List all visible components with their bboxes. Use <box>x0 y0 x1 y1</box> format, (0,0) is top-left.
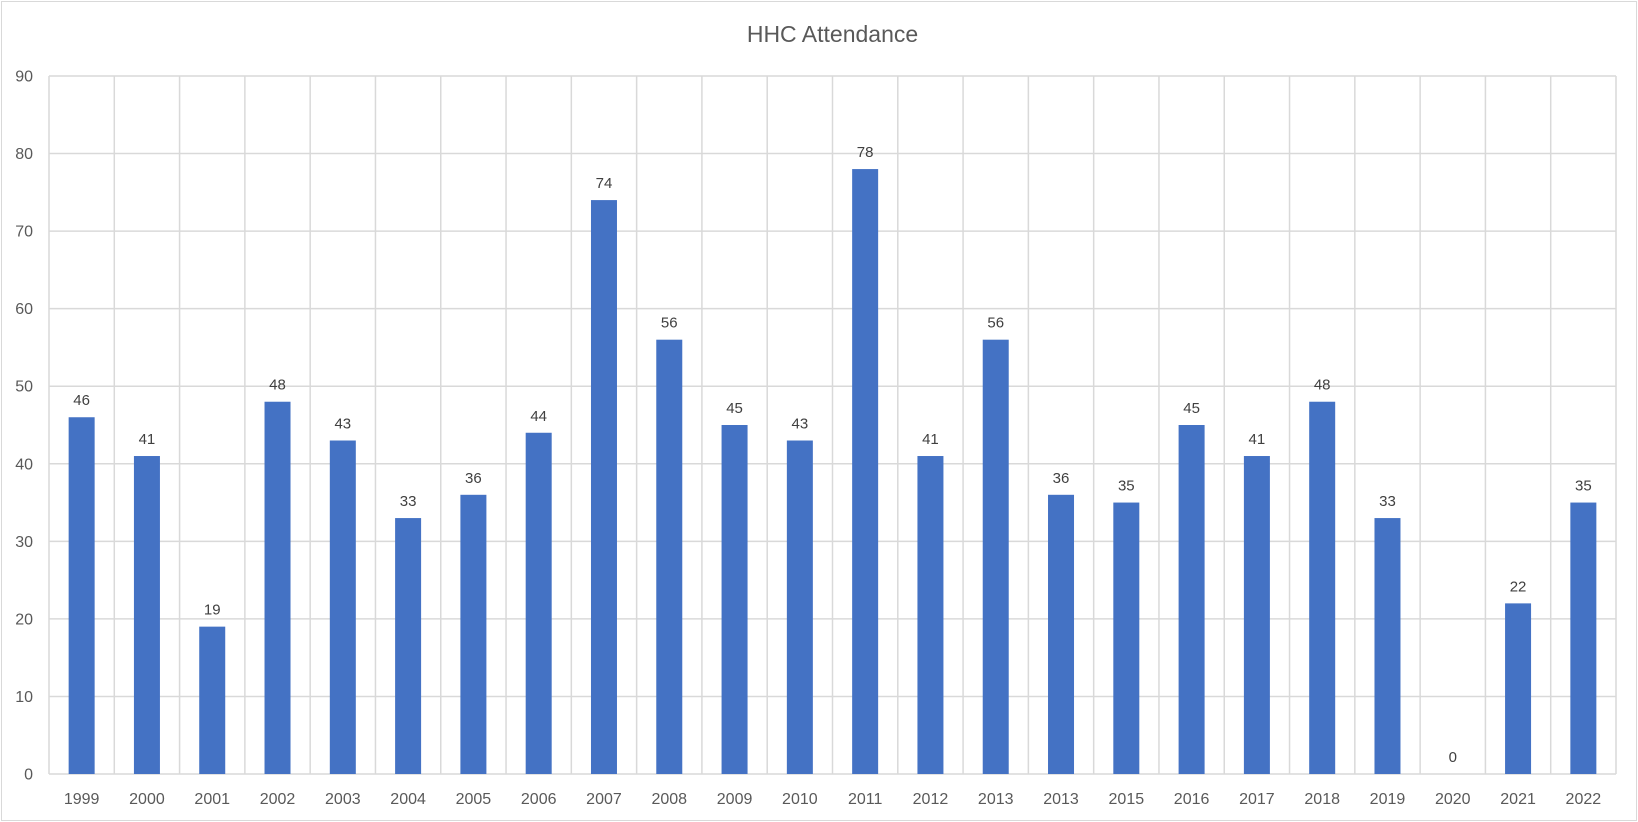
data-label: 74 <box>596 175 613 192</box>
y-tick-label: 70 <box>15 224 33 241</box>
bar-2010 <box>786 440 813 774</box>
data-label: 41 <box>139 431 156 448</box>
bar-2005 <box>460 494 487 774</box>
x-tick-label: 1999 <box>64 791 100 808</box>
x-tick-label: 2001 <box>194 791 230 808</box>
y-tick-label: 10 <box>15 689 33 706</box>
bar-2013 <box>982 339 1009 774</box>
bar-2013 <box>1048 494 1075 774</box>
bar-1999 <box>68 417 95 774</box>
data-label: 36 <box>1053 470 1070 487</box>
data-label: 41 <box>1249 431 1266 448</box>
bar-2002 <box>264 401 291 774</box>
x-tick-label: 2006 <box>521 791 557 808</box>
bar-2001 <box>199 626 226 774</box>
y-tick-label: 60 <box>15 301 33 318</box>
x-tick-label: 2020 <box>1435 791 1471 808</box>
bar-2012 <box>917 456 944 774</box>
y-tick-label: 30 <box>15 534 33 551</box>
data-label: 45 <box>1183 400 1200 417</box>
data-label: 33 <box>1379 493 1396 510</box>
bar-2011 <box>852 169 879 775</box>
y-tick-label: 0 <box>24 767 33 784</box>
x-tick-label: 2009 <box>717 791 753 808</box>
data-label: 41 <box>922 431 939 448</box>
bar-2015 <box>1113 502 1140 774</box>
data-label: 0 <box>1449 749 1457 766</box>
data-label: 43 <box>334 416 351 433</box>
data-label: 48 <box>269 377 286 394</box>
bar-2008 <box>656 339 683 774</box>
y-tick-label: 40 <box>15 456 33 473</box>
data-label: 56 <box>987 315 1004 332</box>
x-tick-label: 2016 <box>1174 791 1210 808</box>
data-label: 35 <box>1575 478 1592 495</box>
data-labels: 46 41 19 48 43 33 36 44 74 56 45 43 78 41 56 36 35 45 41 48… <box>73 144 1591 766</box>
x-tick-label: 2000 <box>129 791 165 808</box>
bar-2004 <box>395 518 422 774</box>
bars <box>68 169 1597 775</box>
bar-2003 <box>329 440 356 774</box>
bar-2017 <box>1243 456 1270 774</box>
x-tick-label: 2017 <box>1239 791 1275 808</box>
bar-2009 <box>721 425 748 774</box>
data-label: 33 <box>400 493 417 510</box>
y-axis: 0 10 20 30 40 50 60 70 80 90 <box>15 69 33 784</box>
x-tick-label: 2012 <box>913 791 949 808</box>
x-tick-label: 2011 <box>848 791 883 808</box>
x-tick-label: 2013 <box>1043 791 1079 808</box>
x-tick-label: 2021 <box>1500 791 1536 808</box>
bar-2007 <box>590 200 617 775</box>
bar-2018 <box>1309 401 1336 774</box>
bar-2006 <box>525 432 552 774</box>
bar-2019 <box>1374 518 1401 774</box>
y-tick-label: 90 <box>15 69 33 86</box>
x-axis: 1999 2000 2001 2002 2003 2004 2005 2006 2007 2008… <box>64 791 1601 808</box>
x-tick-label: 2004 <box>390 791 426 808</box>
y-tick-label: 80 <box>15 146 33 163</box>
data-label: 78 <box>857 144 874 161</box>
data-label: 48 <box>1314 377 1331 394</box>
chart-title: HHC Attendance <box>747 21 918 47</box>
x-tick-label: 2003 <box>325 791 361 808</box>
bar-2022 <box>1570 502 1597 774</box>
data-label: 19 <box>204 602 221 619</box>
x-tick-label: 2015 <box>1109 791 1145 808</box>
x-tick-label: 2008 <box>651 791 687 808</box>
bar-2016 <box>1178 425 1205 774</box>
x-tick-label: 2007 <box>586 791 622 808</box>
data-label: 43 <box>792 416 809 433</box>
data-label: 44 <box>530 408 547 425</box>
data-label: 22 <box>1510 578 1527 595</box>
x-tick-label: 2018 <box>1304 791 1340 808</box>
x-tick-label: 2013 <box>978 791 1014 808</box>
y-tick-label: 50 <box>15 379 33 396</box>
data-label: 45 <box>726 400 743 417</box>
x-tick-label: 2019 <box>1370 791 1406 808</box>
bar-2021 <box>1505 603 1532 774</box>
y-tick-label: 20 <box>15 611 33 628</box>
x-tick-label: 2022 <box>1566 791 1602 808</box>
data-label: 46 <box>73 392 90 409</box>
x-tick-label: 2010 <box>782 791 818 808</box>
data-label: 35 <box>1118 478 1135 495</box>
x-tick-label: 2002 <box>260 791 296 808</box>
data-label: 56 <box>661 315 678 332</box>
data-label: 36 <box>465 470 482 487</box>
gridlines <box>48 75 1617 775</box>
bar-2000 <box>133 456 160 774</box>
x-tick-label: 2005 <box>456 791 492 808</box>
